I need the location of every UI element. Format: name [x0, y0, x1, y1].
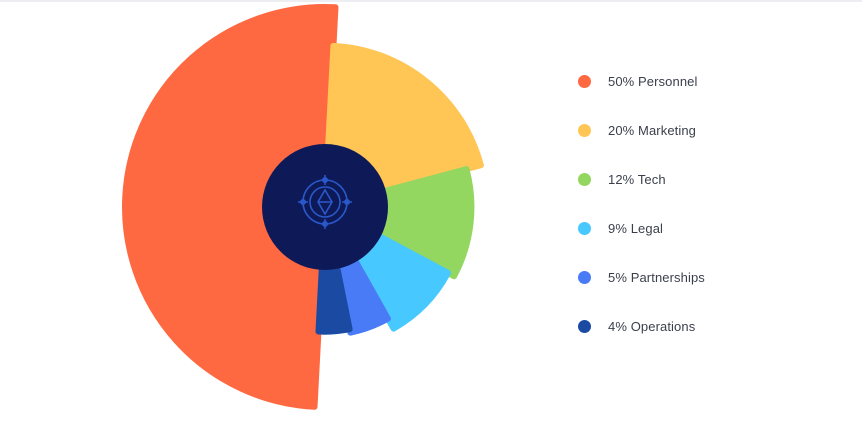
legend-label: 50% Personnel — [608, 74, 698, 89]
legend-marker — [578, 173, 591, 186]
legend-item: 20% Marketing — [578, 106, 705, 155]
legend-marker — [578, 222, 591, 235]
legend-item: 5% Partnerships — [578, 253, 705, 302]
legend-item: 12% Tech — [578, 155, 705, 204]
center-disc — [262, 144, 388, 270]
legend-marker — [578, 320, 591, 333]
donut-chart — [122, 4, 484, 410]
legend-marker — [578, 75, 591, 88]
top-divider — [0, 0, 862, 2]
legend-label: 12% Tech — [608, 172, 666, 187]
chart-legend: 50% Personnel 20% Marketing 12% Tech 9% … — [578, 57, 705, 351]
legend-item: 9% Legal — [578, 204, 705, 253]
legend-label: 5% Partnerships — [608, 270, 705, 285]
legend-item: 50% Personnel — [578, 57, 705, 106]
legend-item: 4% Operations — [578, 302, 705, 351]
legend-label: 4% Operations — [608, 319, 696, 334]
legend-label: 20% Marketing — [608, 123, 697, 138]
legend-label: 9% Legal — [608, 221, 664, 236]
chart-area — [122, 4, 484, 410]
legend-marker — [578, 124, 591, 137]
legend-marker — [578, 271, 591, 284]
compass-logo-icon — [298, 175, 352, 229]
